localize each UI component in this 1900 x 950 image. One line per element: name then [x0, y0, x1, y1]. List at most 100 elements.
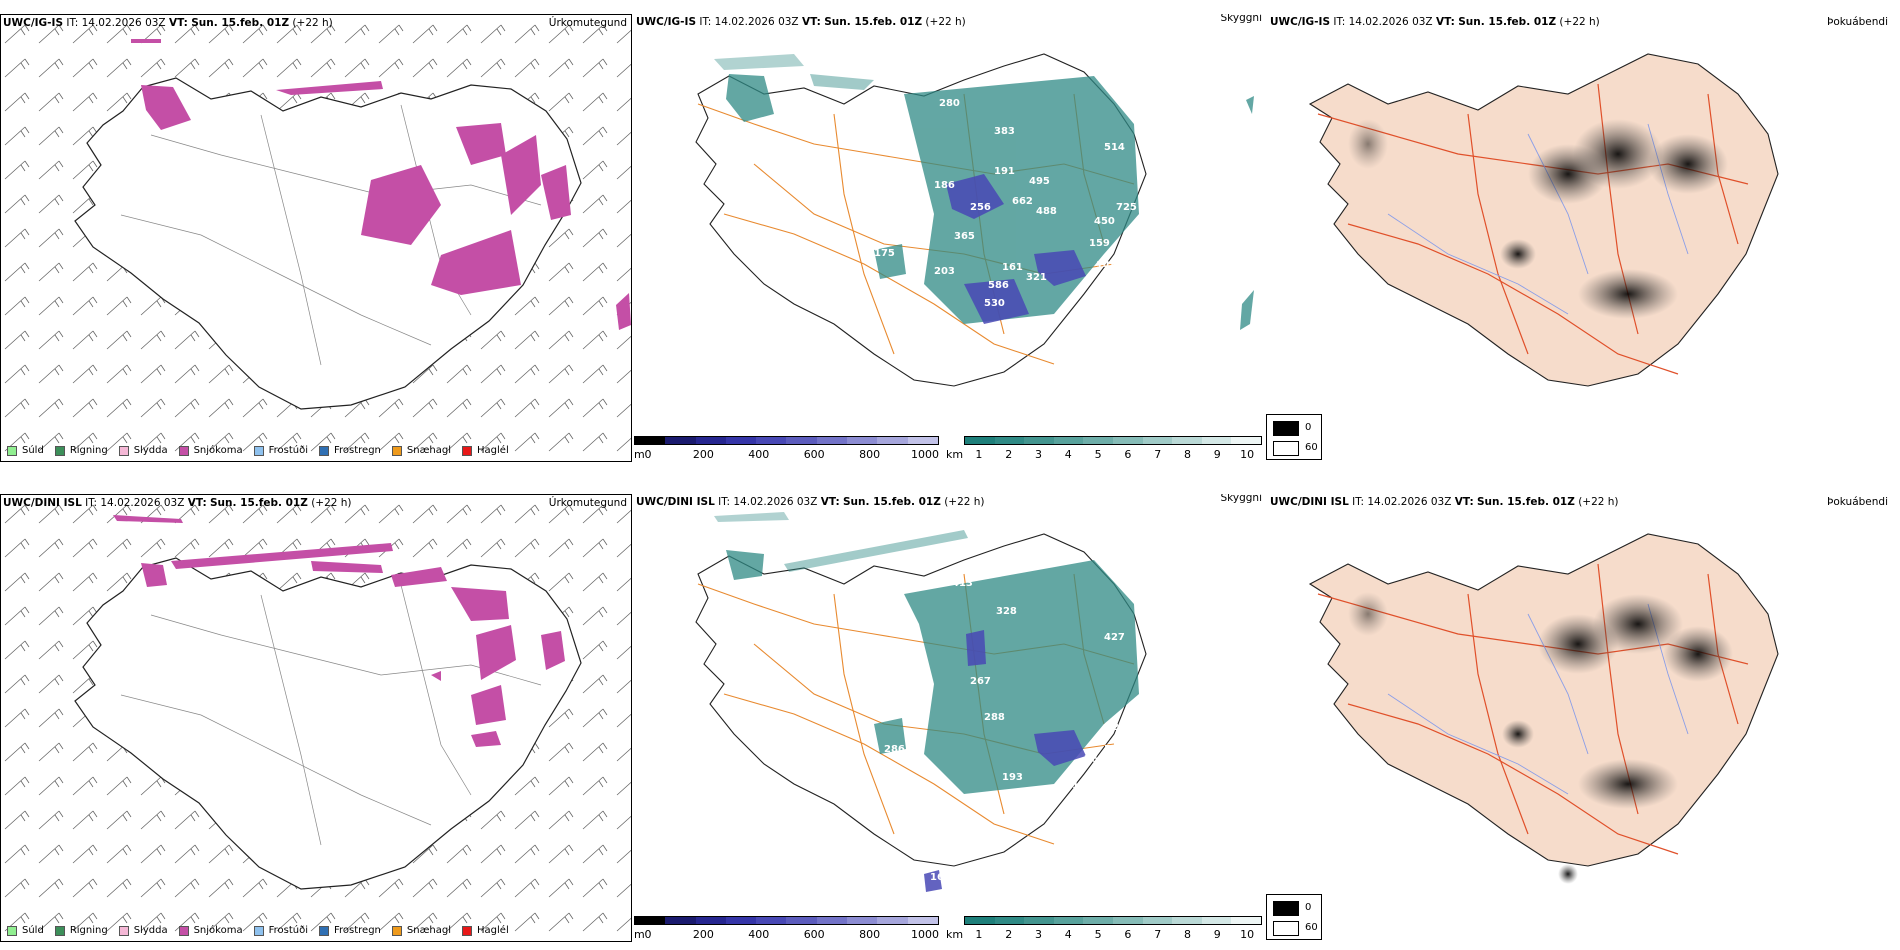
legend-item-sudd: Súld	[7, 445, 44, 456]
colorbar-cell	[756, 917, 787, 924]
colorbar-tick-label: 10	[1240, 448, 1255, 461]
colorbar-tick-label: 1	[975, 448, 983, 461]
ceiling-colorbar: m 0 200 400 600 800 1000	[634, 916, 939, 942]
colorbar-tick-label: 1000	[911, 928, 939, 941]
height-label: 450	[1094, 216, 1115, 227]
legend-swatch	[118, 445, 129, 456]
snow-areas	[113, 515, 565, 747]
legend-item-slydda: Slydda	[118, 445, 168, 456]
fog-areas	[1348, 119, 1728, 319]
fog-swatch-0	[1273, 421, 1299, 436]
colorbar-tick-label: 4	[1064, 928, 1072, 941]
height-label: 548	[1104, 744, 1125, 755]
visibility-strip	[964, 916, 1262, 925]
height-label: 256	[970, 202, 991, 213]
panel-title: UWC/DINI ISL IT: 14.02.2026 03Z VT: Sun.…	[1270, 496, 1619, 508]
colorbar-cell	[1201, 437, 1232, 444]
height-label: 383	[994, 126, 1015, 137]
fog-swatch-60	[1273, 441, 1299, 456]
colorbar-tick-label: 5	[1094, 928, 1102, 941]
low-visibility-areas	[714, 512, 1139, 794]
colorbar-cell	[1231, 917, 1261, 924]
height-label: 495	[1029, 176, 1050, 187]
colorbar-cell	[1201, 917, 1232, 924]
colorbar-cell	[725, 917, 757, 924]
colorbar-tick-label: 3	[1035, 928, 1042, 941]
colorbar-cell	[1142, 437, 1173, 444]
colorbar-cell	[1083, 437, 1113, 444]
panel-title: UWC/IG-IS IT: 14.02.2026 03Z VT: Sun. 15…	[636, 16, 966, 28]
height-label: 280	[939, 98, 960, 109]
colorbar-cell	[877, 437, 908, 444]
height-label: 191	[1072, 780, 1093, 791]
legend-swatch	[391, 445, 402, 456]
legend-swatch	[178, 925, 189, 936]
colorbar-tick-label: 2	[1005, 928, 1013, 941]
colorbar-tick-label: 400	[748, 928, 770, 941]
colorbar-cell	[907, 917, 938, 924]
colorbar-tick-label: 600	[803, 928, 825, 941]
precip-panel-label: Úrkomutegund	[548, 497, 627, 509]
fog-index-map	[1308, 533, 1779, 884]
ceiling-unit: m	[634, 448, 645, 461]
legend-item-frostregn: Frostregn	[319, 445, 381, 456]
height-label: 175	[874, 248, 895, 259]
height-label: 148	[1096, 260, 1117, 271]
iceland-outline	[1308, 533, 1779, 867]
colorbar-tick-label: 6	[1124, 448, 1132, 461]
height-label: 514	[1104, 142, 1125, 153]
precip-legend: Súld Rigning Slydda Snjókoma Frostúði Fr…	[7, 925, 520, 936]
colorbar-tick-label: 600	[803, 448, 825, 461]
legend-swatch	[7, 445, 17, 456]
snow-areas	[131, 39, 631, 330]
iceland-outline	[74, 77, 582, 410]
colorbar-cell	[665, 437, 696, 444]
visibility-colorbar: km 1 2 3 4 5 6 7 8 9 10	[946, 916, 1262, 942]
legend-item-sudd: Súld	[7, 925, 44, 936]
legend-item-snaehagl: Snæhagl	[391, 445, 451, 456]
legend-item-frostudi: Frostúði	[253, 445, 308, 456]
colorbar-cell	[1083, 917, 1113, 924]
colorbar-tick-label: 1000	[911, 448, 939, 461]
ceiling-unit: m	[634, 928, 645, 941]
colorbar-cell	[847, 917, 878, 924]
colorbar-cell	[1053, 917, 1084, 924]
colorbar-tick-label: 6	[1124, 928, 1132, 941]
height-label: 586	[988, 280, 1009, 291]
ceiling-strip	[634, 436, 939, 445]
fog-label-60: 60	[1305, 922, 1318, 933]
height-label: 413	[952, 578, 973, 589]
colorbar-tick-label: 9	[1213, 928, 1221, 941]
visibility-unit: km	[946, 928, 964, 941]
height-label: 725	[1116, 202, 1137, 213]
legend-swatch	[7, 925, 17, 936]
legend-item-hagel: Haglél	[462, 445, 509, 456]
height-label: 159	[1089, 238, 1110, 249]
precip-legend: Súld Rigning Slydda Snjókoma Frostúði Fr…	[7, 445, 520, 456]
colorbar-cell	[1172, 917, 1202, 924]
ceiling-colorbar: m 0 200 400 600 800 1000	[634, 436, 939, 462]
colorbar-cell	[816, 917, 848, 924]
legend-item-frostregn: Frostregn	[319, 925, 381, 936]
height-label: 191	[994, 166, 1015, 177]
visibility-unit: km	[946, 448, 964, 461]
height-label: 265	[1084, 754, 1105, 765]
fog-panel-row1: UWC/IG-IS IT: 14.02.2026 03Z VT: Sun. 15…	[1268, 14, 1900, 462]
legend-swatch	[118, 925, 129, 936]
colorbar-tick-label: 800	[859, 928, 881, 941]
colorbar-cell	[695, 917, 726, 924]
colorbar-cell	[1112, 917, 1143, 924]
fog-swatch-0	[1273, 901, 1299, 916]
iceland-outline	[74, 557, 582, 890]
legend-swatch	[54, 445, 65, 456]
visibility-panel-row2: 413 328 427 267 288 260 548 265 193 191 286 16 UWC/…	[634, 494, 1266, 942]
fog-panel-label: Þokuábendi	[1827, 16, 1888, 28]
panel-title: UWC/IG-IS IT: 14.02.2026 03Z VT: Sun. 15…	[3, 17, 333, 29]
colorbar-tick-label: 0	[644, 448, 652, 461]
legend-item-snjokoma: Snjókoma	[178, 445, 243, 456]
colorbar-cell	[786, 437, 817, 444]
colorbar-cell	[756, 437, 787, 444]
legend-swatch	[178, 445, 189, 456]
